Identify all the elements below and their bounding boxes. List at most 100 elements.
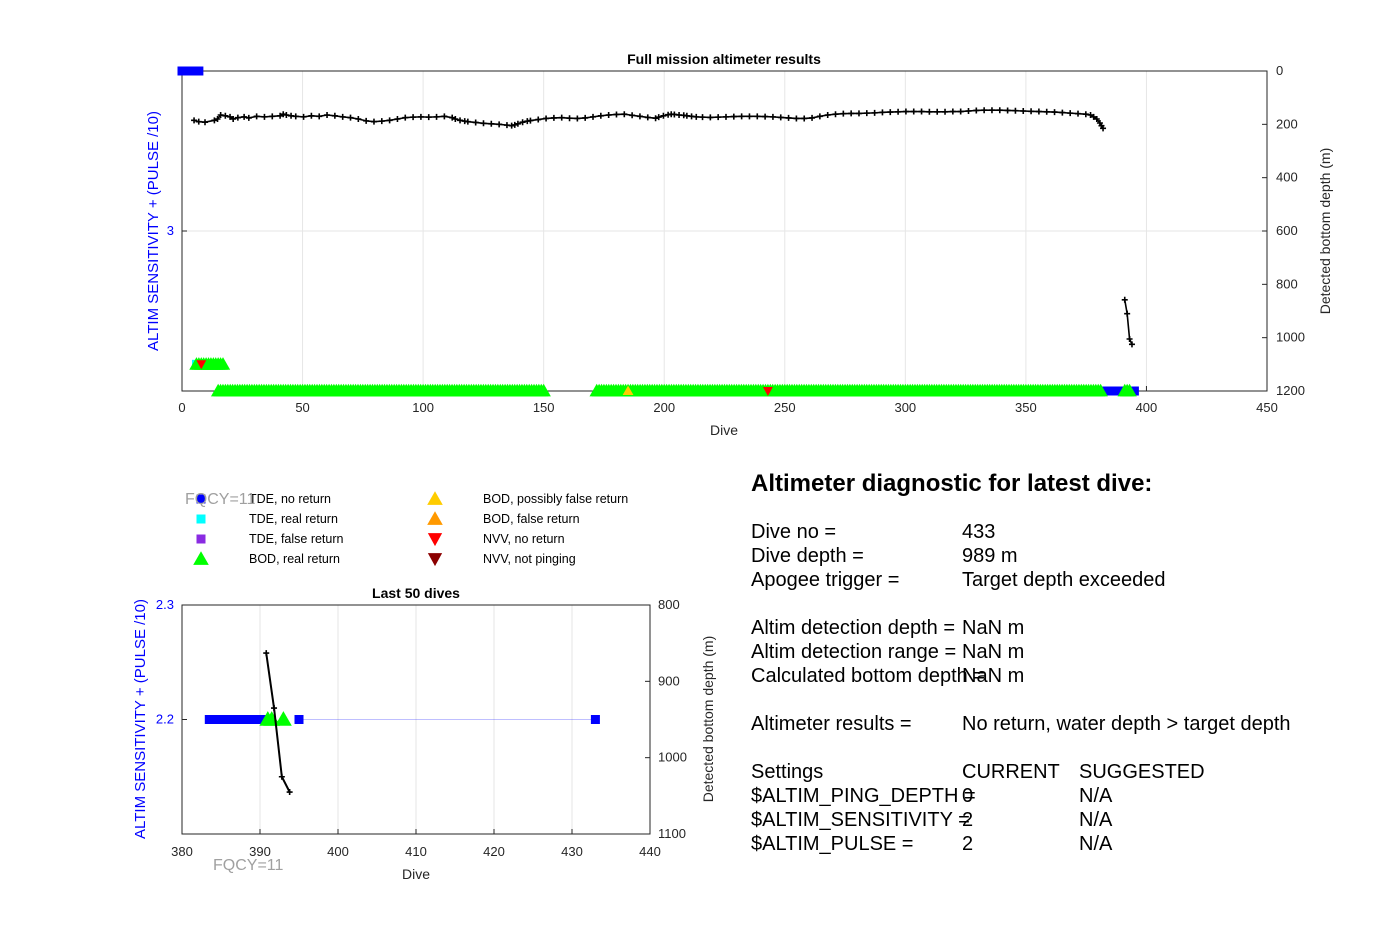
bottom-depth-point (292, 113, 299, 120)
legend: TDE, no return TDE, real return TDE, false… (193, 491, 628, 567)
sensitivity-current: 2 (962, 809, 974, 831)
bottom-depth-point (449, 114, 456, 121)
bottom-depth-point (965, 108, 972, 114)
bottom-depth-point (245, 114, 252, 121)
bottom-depth-point (472, 119, 479, 126)
bottom-depth-point (514, 120, 521, 127)
pulse-suggested: N/A (1079, 833, 1113, 855)
bottom-depth-point (347, 114, 354, 121)
dive-no-label: Dive no = (751, 521, 837, 543)
bottom-left-tick-label: 2.2 (156, 712, 174, 727)
ping-depth-suggested: N/A (1079, 785, 1113, 807)
bottom-depth-point (386, 117, 393, 124)
bottom-depth-point (300, 113, 307, 120)
legend-marker-1 (196, 514, 206, 524)
top-x-axis-label: Dive (710, 422, 738, 438)
bottom-depth-point (202, 119, 209, 126)
bottom-x-tick-label: 430 (561, 844, 583, 859)
bottom-depth-point (222, 112, 229, 119)
detection-range-value: NaN m (962, 641, 1025, 663)
bottom-depth-point (902, 108, 909, 115)
bottom-depth-point (652, 115, 659, 122)
bottom-depth-line (1123, 299, 1133, 345)
bottom-depth-point (793, 115, 800, 122)
bottom-depth-point (777, 114, 784, 121)
bottom-depth-point (1035, 108, 1042, 115)
bottom-depth-point (370, 118, 377, 125)
bottom-depth-point (957, 108, 964, 115)
marker-bod-real-return (536, 383, 551, 397)
bottom-depth-point (339, 113, 346, 120)
top-right-tick-label: 1200 (1276, 383, 1305, 398)
top-x-tick-label: 400 (1136, 400, 1158, 415)
bottom-depth-point (331, 112, 338, 119)
bottom-depth-point (801, 115, 808, 122)
top-x-tick-label: 300 (894, 400, 916, 415)
bottom-depth-point (1093, 116, 1100, 122)
bottom-depth-point (433, 113, 440, 120)
bottom-depth-point (769, 113, 776, 120)
top-x-tick-label: 0 (178, 400, 185, 415)
top-right-tick-label: 400 (1276, 170, 1298, 185)
bottom-depth-point (277, 112, 284, 119)
ping-depth-current: 0 (962, 785, 974, 807)
bottom-depth-point (417, 113, 424, 120)
legend-marker-2 (196, 534, 206, 544)
top-left-y-axis-label: ALTIM SENSITIVITY + (PULSE /10) (145, 111, 162, 351)
bottom-x-tick-label: 420 (483, 844, 505, 859)
fqcy-label-lower: FQCY=11 (213, 857, 284, 874)
bottom-depth-point (441, 113, 448, 120)
bottom-depth-point (809, 114, 816, 121)
legend-label: TDE, no return (249, 492, 331, 506)
bottom-depth-point (1124, 310, 1131, 317)
detection-depth-label: Altim detection depth = (751, 617, 956, 639)
bottom-depth-point (195, 118, 202, 125)
bottom-depth-point (942, 108, 949, 115)
ping-depth-row: $ALTIM_PING_DEPTH = 0 N/A (751, 784, 1391, 808)
bottom-x-tick-label: 400 (327, 844, 349, 859)
bottom-depth-point (1043, 108, 1050, 115)
bottom-depth-point (558, 114, 565, 121)
bottom-left-y-axis-label: ALTIM SENSITIVITY + (PULSE /10) (132, 599, 149, 839)
bottom-depth-point (824, 112, 831, 118)
results-value: No return, water depth > target depth (962, 713, 1291, 735)
bottom-depth-point (425, 114, 432, 121)
bottom-x-tick-label: 410 (405, 844, 427, 859)
bottom-depth-point (1121, 296, 1128, 303)
legend-label: BOD, possibly false return (483, 492, 628, 506)
bottom-depth-point (1100, 125, 1107, 132)
bottom-depth-point (511, 121, 518, 128)
bottom-depth-point (253, 113, 260, 120)
legend-label: TDE, false return (249, 532, 344, 546)
bottom-depth-point (527, 117, 534, 124)
bottom-depth-point (508, 122, 515, 129)
bottom-depth-point (785, 114, 792, 121)
bottom-depth-point (738, 113, 745, 120)
bottom-depth-point (660, 112, 667, 119)
marker-tde-no-return (194, 66, 204, 76)
bottom-depth-point (241, 113, 248, 120)
marker-nvv-no-return (762, 386, 773, 396)
bottom-depth-point (816, 113, 823, 120)
bottom-x-axis-label: Dive (402, 866, 430, 882)
bottom-x-tick-label: 380 (171, 844, 193, 859)
top-right-y-ticks: 0 200 400 600 800 1000 1200 (1262, 63, 1305, 398)
legend-marker-3 (193, 551, 209, 565)
bottom-depth-point (550, 114, 557, 121)
bottom-depth-point (355, 116, 362, 122)
diagnostic-title: Altimeter diagnostic for latest dive: (751, 470, 1153, 497)
bottom-depth-point (263, 650, 270, 657)
top-grid (182, 71, 1267, 391)
top-chart-title: Full mission altimeter results (627, 51, 821, 67)
bottom-depth-point (981, 107, 988, 114)
bottom-depth-point (832, 111, 839, 118)
bottom-depth-point (636, 113, 643, 120)
bottom-right-tick-label: 900 (658, 673, 680, 688)
marker-bod-possibly-false-return (622, 385, 634, 396)
bottom-depth-point (1059, 109, 1066, 116)
marker-tde-no-return (1129, 386, 1139, 396)
bottom-depth-point (1028, 108, 1035, 115)
marker-tde-no-return (294, 715, 304, 724)
bottom-depth-point (496, 121, 503, 128)
